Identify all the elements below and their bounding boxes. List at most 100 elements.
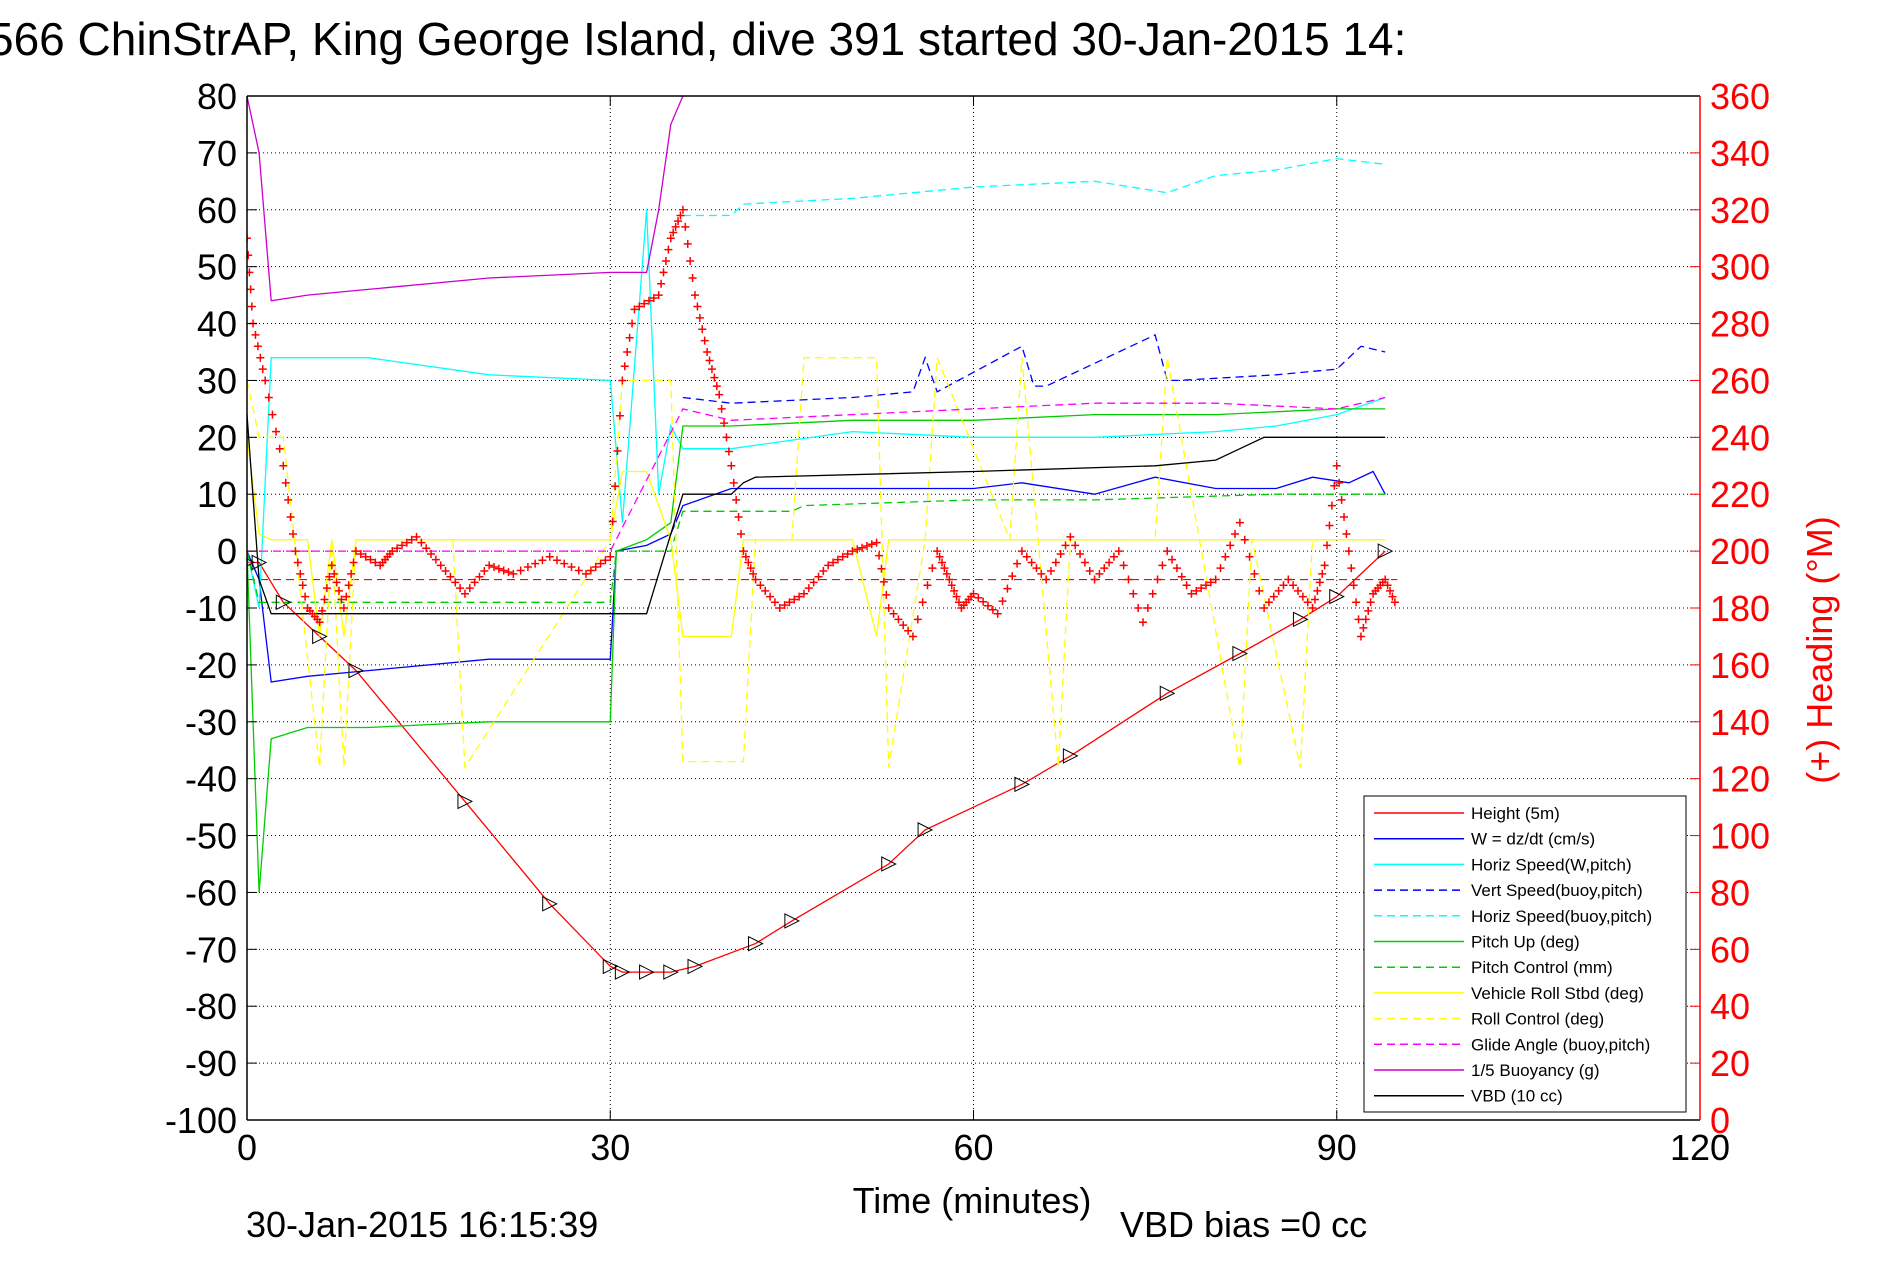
heading-point — [258, 365, 267, 374]
heading-point — [327, 561, 336, 570]
heading-point — [1158, 561, 1167, 570]
heading-point — [838, 552, 847, 561]
heading-point — [1080, 558, 1089, 567]
heading-point — [913, 615, 922, 624]
heading-point — [251, 330, 260, 339]
y-tick-label-right: 320 — [1710, 190, 1770, 231]
heading-point — [1168, 555, 1177, 564]
axes: 0 30 60 90 12080706050403020100-10-20-30-40-… — [165, 76, 1770, 1168]
heading-point — [1240, 535, 1249, 544]
heading-point — [1359, 623, 1368, 632]
heading-point — [969, 589, 978, 598]
series-layer — [247, 96, 1399, 980]
heading-point — [644, 296, 653, 305]
heading-point — [688, 274, 697, 283]
heading-point — [620, 362, 629, 371]
height-markers — [247, 543, 1394, 980]
heading-point — [427, 549, 436, 558]
heading-point — [1153, 575, 1162, 584]
heading-point — [339, 604, 348, 612]
heading-point — [698, 325, 707, 334]
heading-point — [1327, 501, 1336, 510]
heading-point — [1042, 575, 1051, 584]
heading-point — [531, 559, 540, 568]
series-horiz-speed-buoy-pitch — [682, 157, 1386, 217]
heading-point — [1071, 541, 1080, 550]
heading-point — [1143, 604, 1152, 612]
heading-point — [1148, 589, 1157, 598]
heading-series — [247, 205, 1399, 641]
heading-point — [480, 567, 489, 576]
heading-point — [741, 552, 750, 561]
height-marker — [748, 935, 764, 952]
heading-point — [247, 251, 253, 260]
heading-point — [952, 592, 961, 601]
series-1-5-buoyancy-g — [247, 96, 684, 302]
heading-point — [744, 558, 753, 567]
heading-point — [749, 569, 758, 578]
heading-point — [683, 239, 692, 248]
y-tick-label-right: 200 — [1710, 531, 1770, 572]
heading-point — [693, 302, 702, 311]
heading-point — [567, 563, 576, 572]
heading-point — [703, 348, 712, 356]
legend-label-height-5m: Height (5m) — [1471, 804, 1560, 823]
heading-point — [247, 268, 254, 277]
heading-point — [1320, 561, 1329, 570]
y-tick-label-right: 20 — [1710, 1043, 1750, 1084]
heading-point — [1206, 578, 1215, 587]
heading-point — [1354, 615, 1363, 624]
heading-point — [1298, 592, 1307, 601]
heading-point — [1027, 558, 1036, 567]
heading-point — [1032, 564, 1041, 573]
heading-point — [1364, 606, 1373, 615]
height-marker — [663, 964, 679, 980]
heading-point — [296, 569, 305, 578]
heading-point — [875, 551, 884, 560]
heading-point — [674, 217, 683, 226]
heading-point — [349, 558, 358, 567]
heading-point — [1037, 569, 1046, 578]
heading-point — [1124, 575, 1133, 584]
heading-point — [1095, 569, 1104, 578]
heading-point — [315, 618, 324, 627]
heading-point — [1100, 564, 1109, 573]
heading-point — [601, 556, 610, 565]
heading-point — [947, 581, 956, 590]
heading-point — [560, 559, 569, 568]
heading-point — [494, 564, 503, 573]
heading-point — [1245, 552, 1254, 561]
heading-point — [1279, 581, 1288, 590]
x-tick-label: 120 — [1670, 1127, 1730, 1168]
series-pitch-up-deg — [247, 408, 1386, 893]
heading-point — [1381, 575, 1390, 584]
heading-point — [950, 586, 959, 595]
height-marker — [614, 964, 631, 980]
y-tick-label-left: -50 — [185, 816, 237, 857]
heading-point — [574, 566, 583, 575]
heading-point — [899, 621, 908, 630]
x-tick-label: 30 — [590, 1127, 630, 1168]
y-tick-label-right: 280 — [1710, 304, 1770, 345]
plot-area — [247, 96, 1399, 980]
heading-point — [659, 268, 668, 277]
heading-point — [1335, 478, 1344, 487]
heading-point — [1264, 598, 1273, 607]
heading-point — [272, 427, 281, 436]
heading-point — [393, 544, 402, 553]
heading-point — [785, 598, 794, 607]
heading-point — [606, 552, 615, 561]
heading-point — [1318, 569, 1327, 578]
y-tick-label-right: 160 — [1710, 645, 1770, 686]
heading-point — [739, 547, 748, 556]
x-axis-label: Time (minutes) — [853, 1180, 1092, 1221]
heading-point — [591, 563, 600, 572]
heading-point — [879, 577, 888, 586]
heading-point — [819, 567, 828, 576]
series-vehicle-roll-stbd-deg — [247, 437, 1386, 638]
heading-point — [417, 538, 426, 547]
heading-point — [431, 555, 440, 564]
y-tick-label-right: 300 — [1710, 247, 1770, 288]
heading-point — [1177, 572, 1186, 581]
